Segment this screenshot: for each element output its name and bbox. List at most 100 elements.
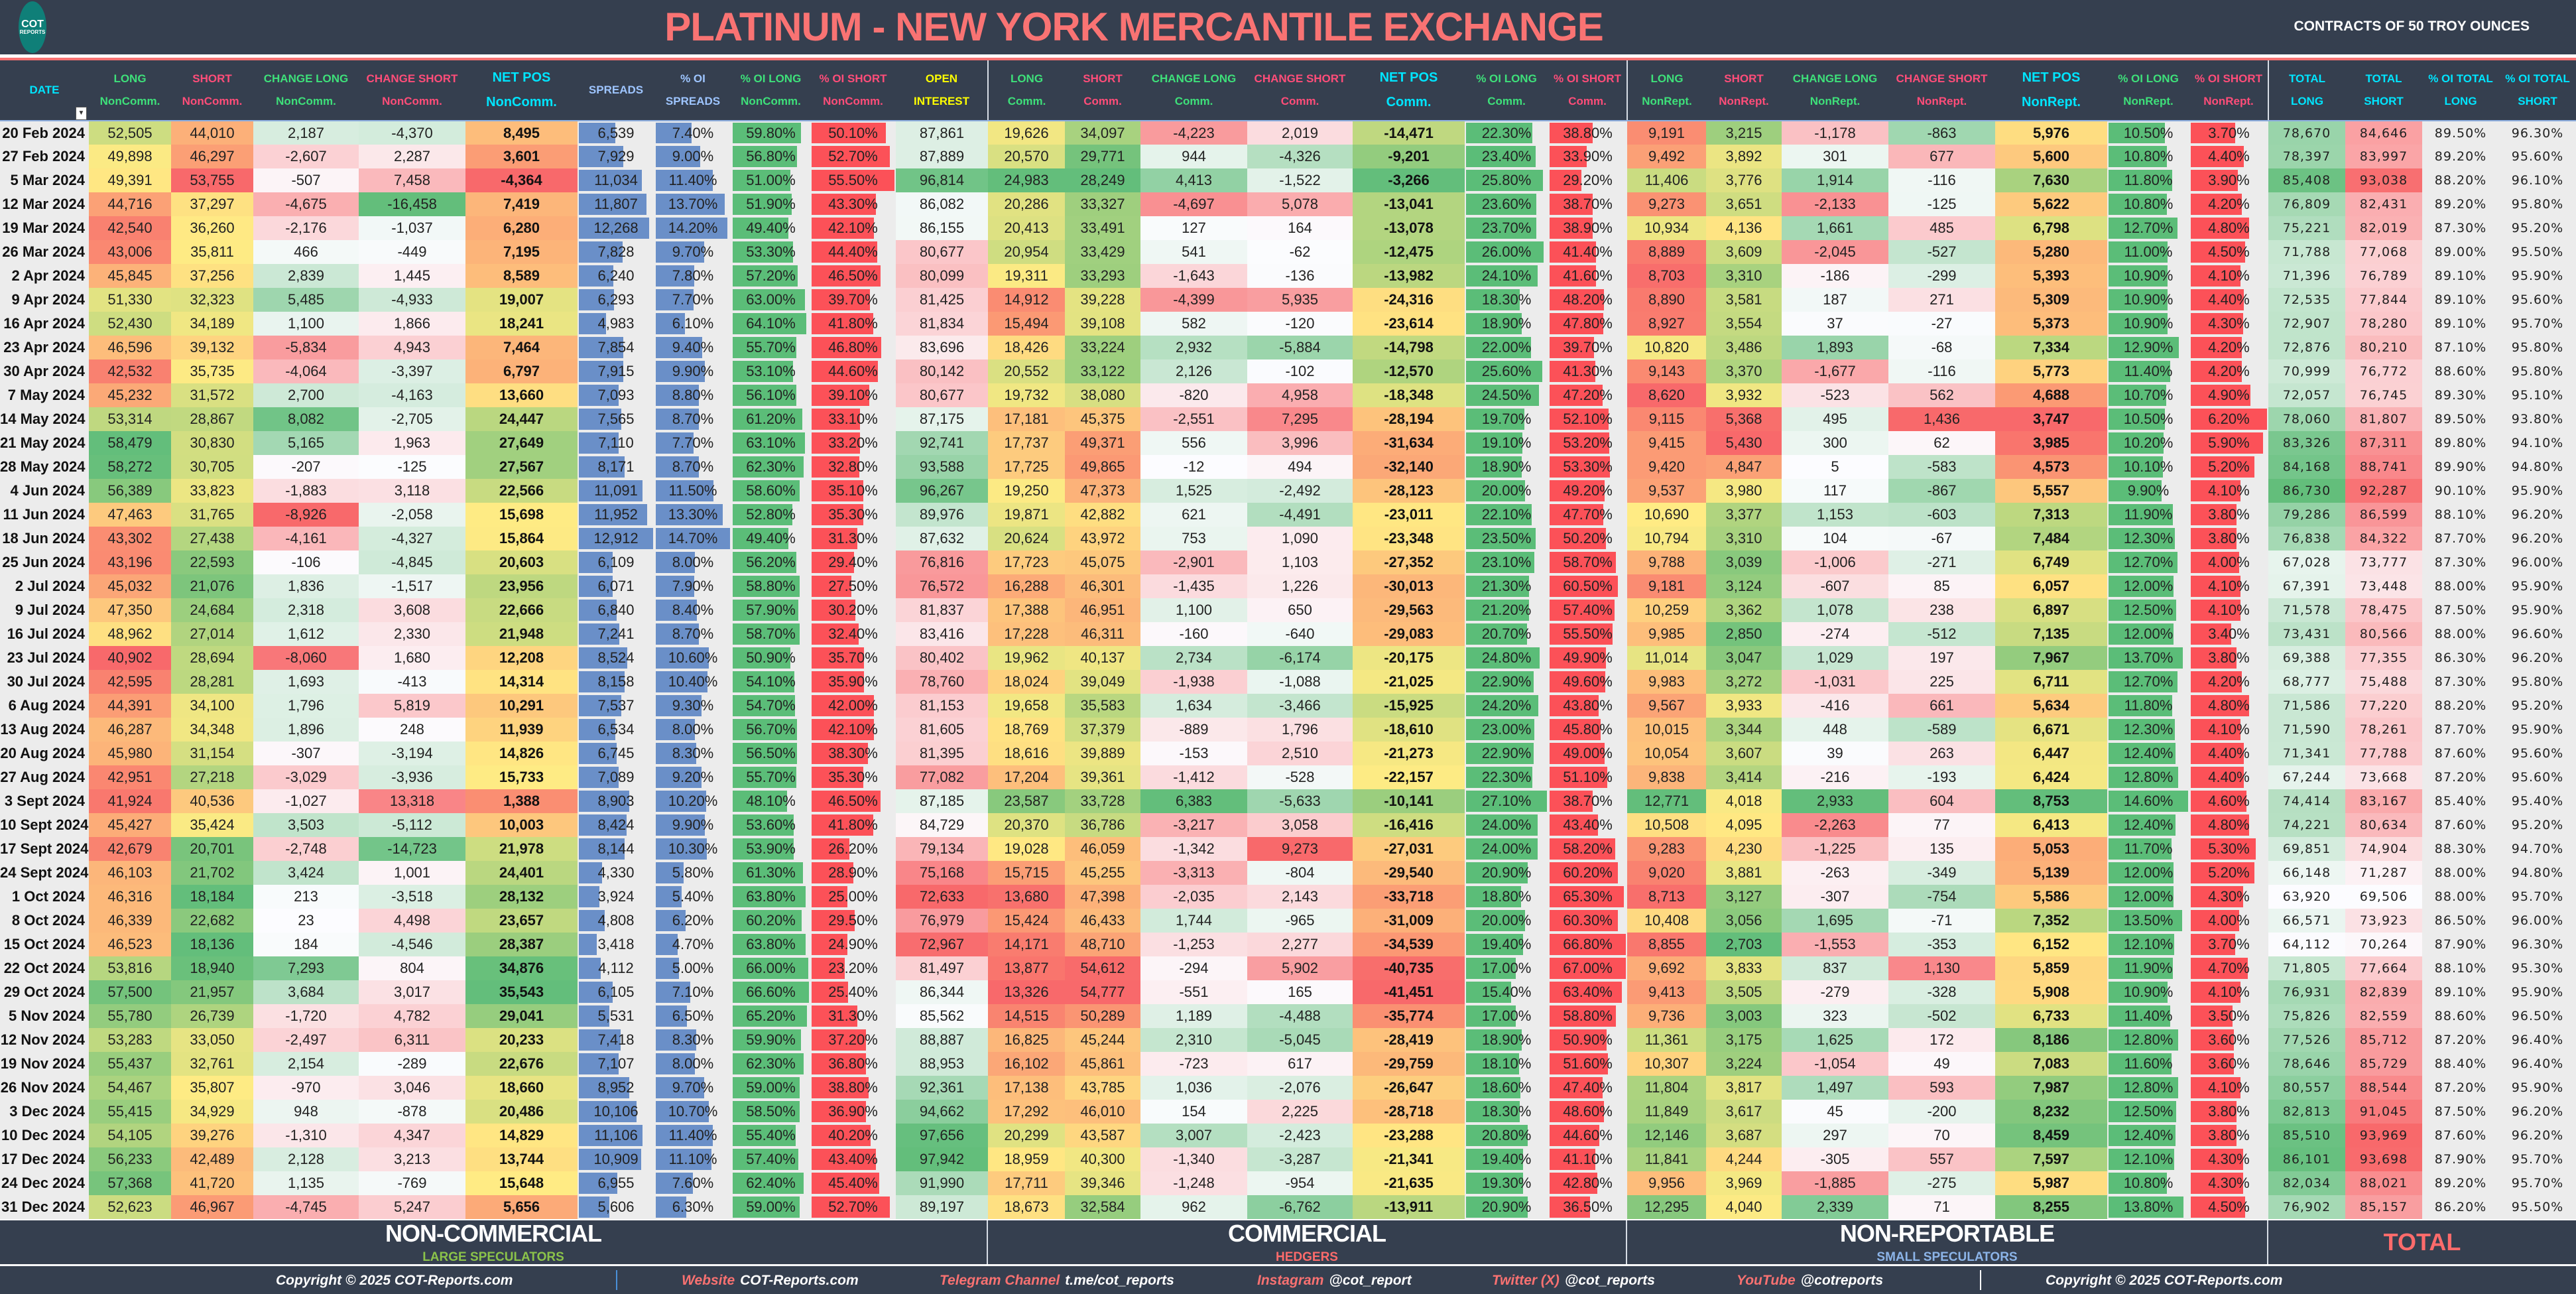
footer-link[interactable]: @cotreports [1800, 1273, 1884, 1288]
total-long-cell: 82,813 [2268, 1100, 2345, 1124]
nc-change-long-cell: -307 [253, 742, 359, 765]
value-bar [2109, 289, 2168, 310]
nonrep-pct-oi-short-cell: 4.80% [2189, 813, 2268, 837]
total-long-cell: 86,101 [2268, 1147, 2345, 1171]
header-pct-oi-total-short: % OI TOTAL SHORT [2499, 60, 2576, 121]
cell-value: 41.30% [1563, 363, 1613, 379]
section-label-total: TOTAL [2268, 1220, 2576, 1264]
cell-value: 34,348 [190, 721, 235, 738]
value-bar [656, 958, 680, 979]
cell-value: -307 [1820, 888, 1850, 905]
nc-pct-oi-spreads-cell: 5.40% [654, 885, 731, 909]
value-bar [1466, 194, 1536, 215]
footer-link[interactable]: t.me/cot_reports [1065, 1273, 1174, 1288]
value-bar [812, 934, 847, 955]
cell-value: 557 [1930, 1151, 1954, 1167]
cell-value: 86,082 [919, 196, 965, 212]
comm-short-cell: 47,398 [1065, 885, 1140, 909]
nonrep-change-short-cell: 1,436 [1888, 407, 1995, 431]
total-short-cell: 71,287 [2345, 861, 2422, 885]
cell-value: 2,154 [287, 1055, 325, 1072]
cell-value: 1,680 [393, 649, 431, 666]
cell-value: 14.60% [2123, 793, 2174, 809]
comm-pct-oi-short-cell: 44.60% [1548, 1124, 1627, 1147]
value-bar [733, 910, 802, 931]
value-bar [2109, 623, 2174, 645]
cell-value: 1,796 [287, 697, 325, 714]
cell-value: 42,951 [107, 769, 153, 785]
cell-value: 7,313 [2032, 506, 2070, 523]
comm-pct-oi-long-cell: 20.00% [1465, 909, 1548, 933]
cell-value: -4,163 [391, 387, 433, 403]
cell-value: 71,578 [2282, 603, 2331, 617]
total-long-cell: 72,907 [2268, 312, 2345, 336]
pct-oi-total-long-cell: 88.10% [2422, 503, 2499, 527]
open-interest-cell: 87,861 [896, 121, 988, 145]
cell-value: 6.30% [672, 1198, 714, 1215]
comm-pct-oi-long-cell: 18.10% [1465, 1052, 1548, 1076]
value-bar [2109, 432, 2164, 454]
nc-pct-oi-long-cell: 61.30% [731, 861, 810, 885]
value-bar [2191, 600, 2240, 621]
cell-value: 20,954 [1004, 243, 1049, 260]
value-bar [1550, 886, 1624, 907]
footer-link[interactable]: @cot_reports [1564, 1273, 1655, 1288]
cell-value: 225 [1930, 673, 1954, 690]
cell-value: 89.10% [2434, 985, 2487, 1000]
value-bar [1550, 647, 1606, 669]
comm-change-short-cell: 617 [1247, 1052, 1353, 1076]
cell-value: 6,293 [597, 291, 635, 308]
date-cell: 27 Aug 2024 [0, 765, 89, 789]
cell-value: 89.50% [2434, 412, 2487, 426]
cell-value: 6,240 [597, 267, 635, 284]
nc-spreads-cell: 6,539 [578, 121, 654, 145]
pct-oi-total-short-cell: 95.30% [2499, 956, 2576, 980]
nonrep-pct-oi-short-cell: 4.10% [2189, 479, 2268, 503]
nonrep-net-position-cell: 6,733 [1995, 1004, 2107, 1028]
cell-value: 52.70% [828, 148, 878, 164]
nonrep-long-cell: 8,703 [1627, 264, 1706, 288]
nc-pct-oi-long-cell: 63.80% [731, 885, 810, 909]
nc-change-short-cell: 3,608 [359, 598, 465, 622]
cell-value: 66.00% [746, 960, 796, 976]
pct-oi-total-short-cell: 95.90% [2499, 574, 2576, 598]
nc-pct-oi-spreads-cell: 10.30% [654, 837, 731, 861]
comm-pct-oi-long-cell: 22.00% [1465, 336, 1548, 359]
nonrep-long-cell: 9,567 [1627, 694, 1706, 718]
value-bar [2191, 1029, 2235, 1051]
filter-dropdown-icon[interactable]: ▼ [76, 107, 87, 120]
value-bar [1550, 695, 1599, 716]
header-label-top: NET POS [1379, 70, 1438, 85]
cell-value: 11,034 [594, 172, 638, 188]
header-label-top: % OI SHORT [2194, 72, 2262, 86]
nonrep-pct-oi-short-cell: 4.00% [2189, 909, 2268, 933]
cell-value: 4.30% [2208, 1175, 2250, 1191]
nc-long-cell: 55,415 [89, 1100, 171, 1124]
date-cell: 12 Nov 2024 [0, 1028, 89, 1052]
value-bar [733, 456, 804, 478]
footer-link[interactable]: COT-Reports.com [740, 1273, 859, 1288]
comm-long-cell: 17,204 [988, 765, 1065, 789]
cell-value: 35.70% [828, 649, 878, 666]
cell-value: 10.20% [2123, 434, 2174, 451]
header-label-top: % OI TOTAL [2505, 72, 2570, 86]
cell-value: 33.90% [1563, 148, 1613, 164]
nc-pct-oi-short-cell: 42.10% [810, 718, 896, 742]
open-interest-cell: 81,605 [896, 718, 988, 742]
comm-pct-oi-short-cell: 38.80% [1548, 121, 1627, 145]
cell-value: 29,041 [499, 1007, 544, 1024]
cell-value: 5,557 [2032, 482, 2070, 499]
cell-value: 14,912 [1004, 291, 1049, 308]
footer-link[interactable]: @cot_report [1329, 1273, 1412, 1288]
comm-change-short-cell: -2,423 [1247, 1124, 1353, 1147]
nc-change-long-cell: 1,693 [253, 670, 359, 694]
comm-net-position-cell: -21,273 [1353, 742, 1465, 765]
comm-short-cell: 49,865 [1065, 455, 1140, 479]
cell-value: -1,677 [1814, 363, 1856, 379]
cell-value: 76,772 [2359, 364, 2408, 379]
comm-pct-oi-short-cell: 39.70% [1548, 336, 1627, 359]
cell-value: 65.30% [1563, 888, 1613, 905]
cell-value: 74,904 [2359, 842, 2408, 856]
nc-change-short-cell: -125 [359, 455, 465, 479]
cell-value: 10.50% [2123, 411, 2174, 427]
